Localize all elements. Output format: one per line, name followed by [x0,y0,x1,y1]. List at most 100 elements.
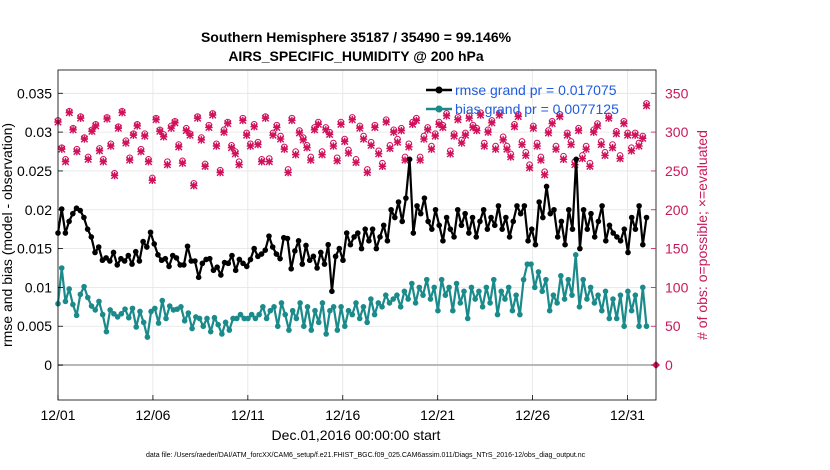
obs-evaluated-marker [281,146,288,153]
rmse-point [233,268,239,274]
bias-point [599,308,605,314]
rmse-point [529,226,535,232]
bias-point [264,316,270,322]
rmse-point [603,238,609,244]
bias-point [133,324,139,330]
obs-evaluated-marker [631,132,638,139]
obs-evaluated-marker [58,146,65,153]
bias-point [472,296,478,302]
rmse-point [288,266,294,272]
rmse-point [485,226,491,232]
rmse-point [588,211,594,217]
rmse-point [148,229,154,235]
rmse-point [155,252,161,258]
rmse-point [129,261,135,267]
bias-point [320,300,326,306]
rmse-point [618,238,624,244]
rmse-point [503,215,509,221]
bias-point [178,304,184,310]
rmse-point [425,219,431,225]
bias-point [122,306,128,312]
rmse-point [251,246,257,252]
obs-evaluated-marker [447,150,454,157]
obs-evaluated-marker [337,121,344,128]
rmse-point [244,264,250,270]
bias-point [558,273,564,279]
bias-point [323,331,329,337]
obs-evaluated-marker [118,109,125,116]
rmse-point [285,236,291,242]
x-tick-label: 12/11 [231,407,265,423]
obs-evaluated-marker [326,131,333,138]
bias-point [510,308,516,314]
obs-evaluated-marker [66,109,73,116]
obs-evaluated-marker [518,141,525,148]
rmse-point [451,234,457,240]
legend-rmse-marker [436,87,443,94]
obs-evaluated-marker [394,139,401,146]
bias-point [361,304,367,310]
rmse-point [77,208,83,214]
bias-point [335,327,341,333]
rmse-point [470,215,476,221]
bias-point [480,304,486,310]
bias-point [420,292,426,298]
obs-evaluated-marker [560,156,567,163]
bias-point [159,298,165,304]
bias-point [349,312,355,318]
bias-point [565,277,571,283]
bias-point [379,304,385,310]
rmse-point [492,222,498,228]
obs-evaluated-marker [141,132,148,139]
bias-point [104,329,110,335]
bias-point [577,304,583,310]
obs-evaluated-marker [590,128,597,135]
rmse-point [96,244,102,250]
bias-point [357,316,363,322]
obs-evaluated-marker [522,152,529,159]
bias-point [398,304,404,310]
rmse-point [325,242,331,248]
data-file-footer: data file: /Users/raeder/DAI/ATM_forcXX/… [146,452,586,459]
obs-evaluated-marker [499,136,506,143]
obs-evaluated-marker [156,128,163,135]
bias-point [536,269,542,275]
obs-evaluated-marker [601,152,608,159]
x-tick-label: 12/26 [515,407,550,423]
rmse-point [488,215,494,221]
obs-evaluated-marker [575,127,582,134]
bias-point [308,327,314,333]
rmse-point [411,230,417,236]
bias-point [495,312,501,318]
bias-point [66,286,72,292]
rmse-point [63,230,69,236]
bias-point [331,304,337,310]
obs-evaluated-marker [586,163,593,170]
rmse-point [336,246,342,252]
bias-point [297,300,303,306]
bias-point [182,318,188,324]
y-right-tick-label: 50 [665,318,681,334]
bias-point [644,323,650,329]
rmse-point [303,243,309,249]
bias-point [476,288,482,294]
rmse-point [544,184,550,190]
obs-evaluated-marker [243,132,250,139]
obs-evaluated-marker [383,118,390,125]
rmse-point [262,247,268,253]
legend-bias-marker [436,106,443,113]
obs-evaluated-marker [84,156,91,163]
rmse-point [196,275,202,281]
rmse-point [584,226,590,232]
obs-evaluated-marker [432,132,439,139]
bias-point [63,299,69,305]
obs-evaluated-marker [582,146,589,153]
obs-evaluated-marker [511,123,518,130]
rmse-point [377,234,383,240]
rmse-point [507,234,513,240]
obs-evaluated-marker [526,164,533,171]
obs-evaluated-marker [277,135,284,142]
obs-evaluated-marker [624,132,631,139]
bias-point [610,296,616,302]
obs-evaluated-marker [364,169,371,176]
